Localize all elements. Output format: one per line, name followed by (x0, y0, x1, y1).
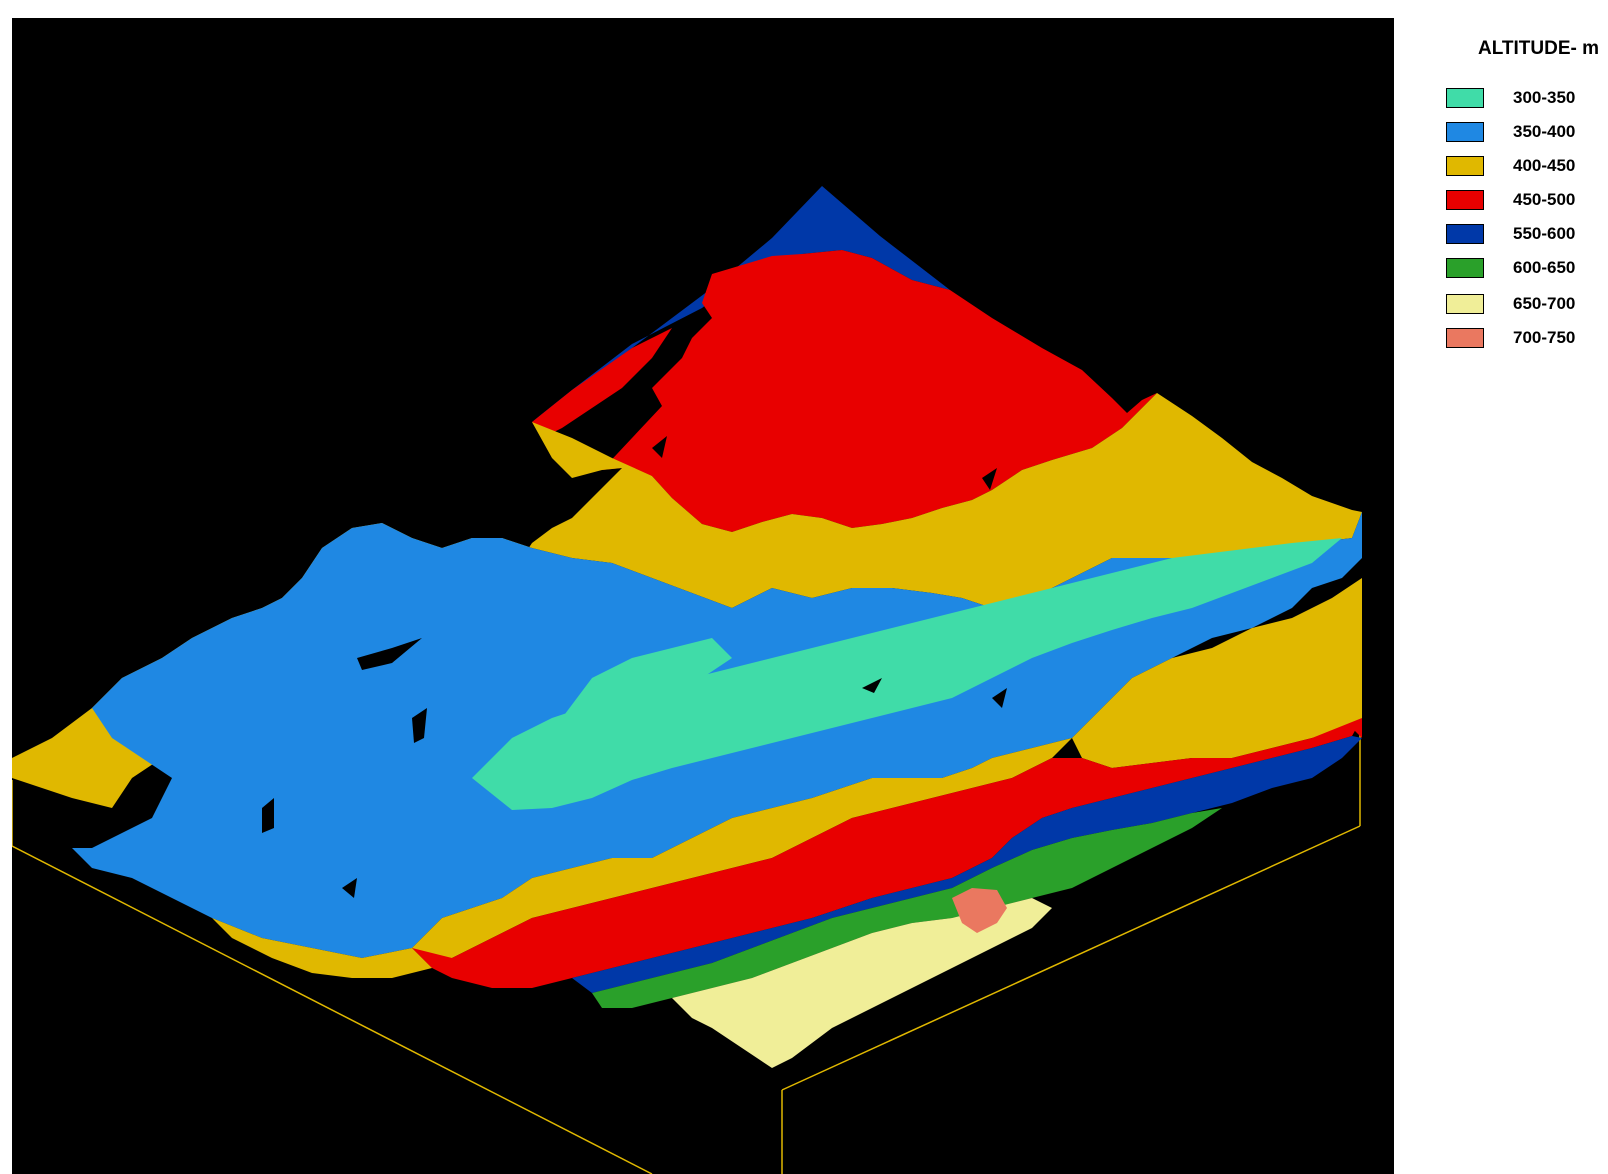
elevation-band-400-450-lower (212, 578, 1362, 978)
terrain-shadows (262, 436, 1007, 898)
legend-label: 350-400 (1513, 122, 1576, 141)
legend-item-700-750: 700-750 (1446, 326, 1606, 350)
legend-label: 450-500 (1513, 190, 1576, 209)
legend-item-350-400: 350-400 (1446, 120, 1606, 144)
legend-item-550-600: 550-600 (1446, 222, 1606, 246)
legend-swatch (1446, 258, 1484, 278)
legend-label: 550-600 (1513, 224, 1576, 243)
elevation-band-600-650 (592, 808, 1222, 1008)
elevation-band-300-350 (472, 538, 1342, 810)
legend-item-300-350: 300-350 (1446, 86, 1606, 110)
legend-swatch (1446, 224, 1484, 244)
elevation-band-550-600-top (532, 186, 950, 422)
legend-swatch (1446, 328, 1484, 348)
legend-label: 700-750 (1513, 328, 1576, 347)
legend-title: ALTITUDE- m (1478, 38, 1600, 59)
legend-item-450-500: 450-500 (1446, 188, 1606, 212)
legend-item-650-700: 650-700 (1446, 292, 1606, 316)
legend-item-400-450: 400-450 (1446, 154, 1606, 178)
legend-swatch (1446, 294, 1484, 314)
legend-label: 650-700 (1513, 294, 1576, 313)
legend-swatch (1446, 156, 1484, 176)
elevation-band-650-700 (672, 898, 1052, 1068)
altitude-legend: ALTITUDE- m 300-350 350-400 400-450 450-… (1400, 0, 1608, 348)
elevation-band-400-450 (12, 393, 1362, 808)
legend-label: 400-450 (1513, 156, 1576, 175)
legend-swatch (1446, 122, 1484, 142)
elevation-band-700-750 (952, 888, 1007, 933)
terrain-surface (12, 186, 1362, 1174)
legend-item-600-650: 600-650 (1446, 256, 1606, 280)
legend-label: 600-650 (1513, 258, 1576, 277)
legend-label: 300-350 (1513, 88, 1576, 107)
legend-swatch (1446, 88, 1484, 108)
elevation-band-550-600-lower (572, 736, 1362, 993)
legend-swatch (1446, 190, 1484, 210)
terrain-3d-view (12, 18, 1394, 1174)
elevation-band-450-500-lower (412, 718, 1362, 988)
